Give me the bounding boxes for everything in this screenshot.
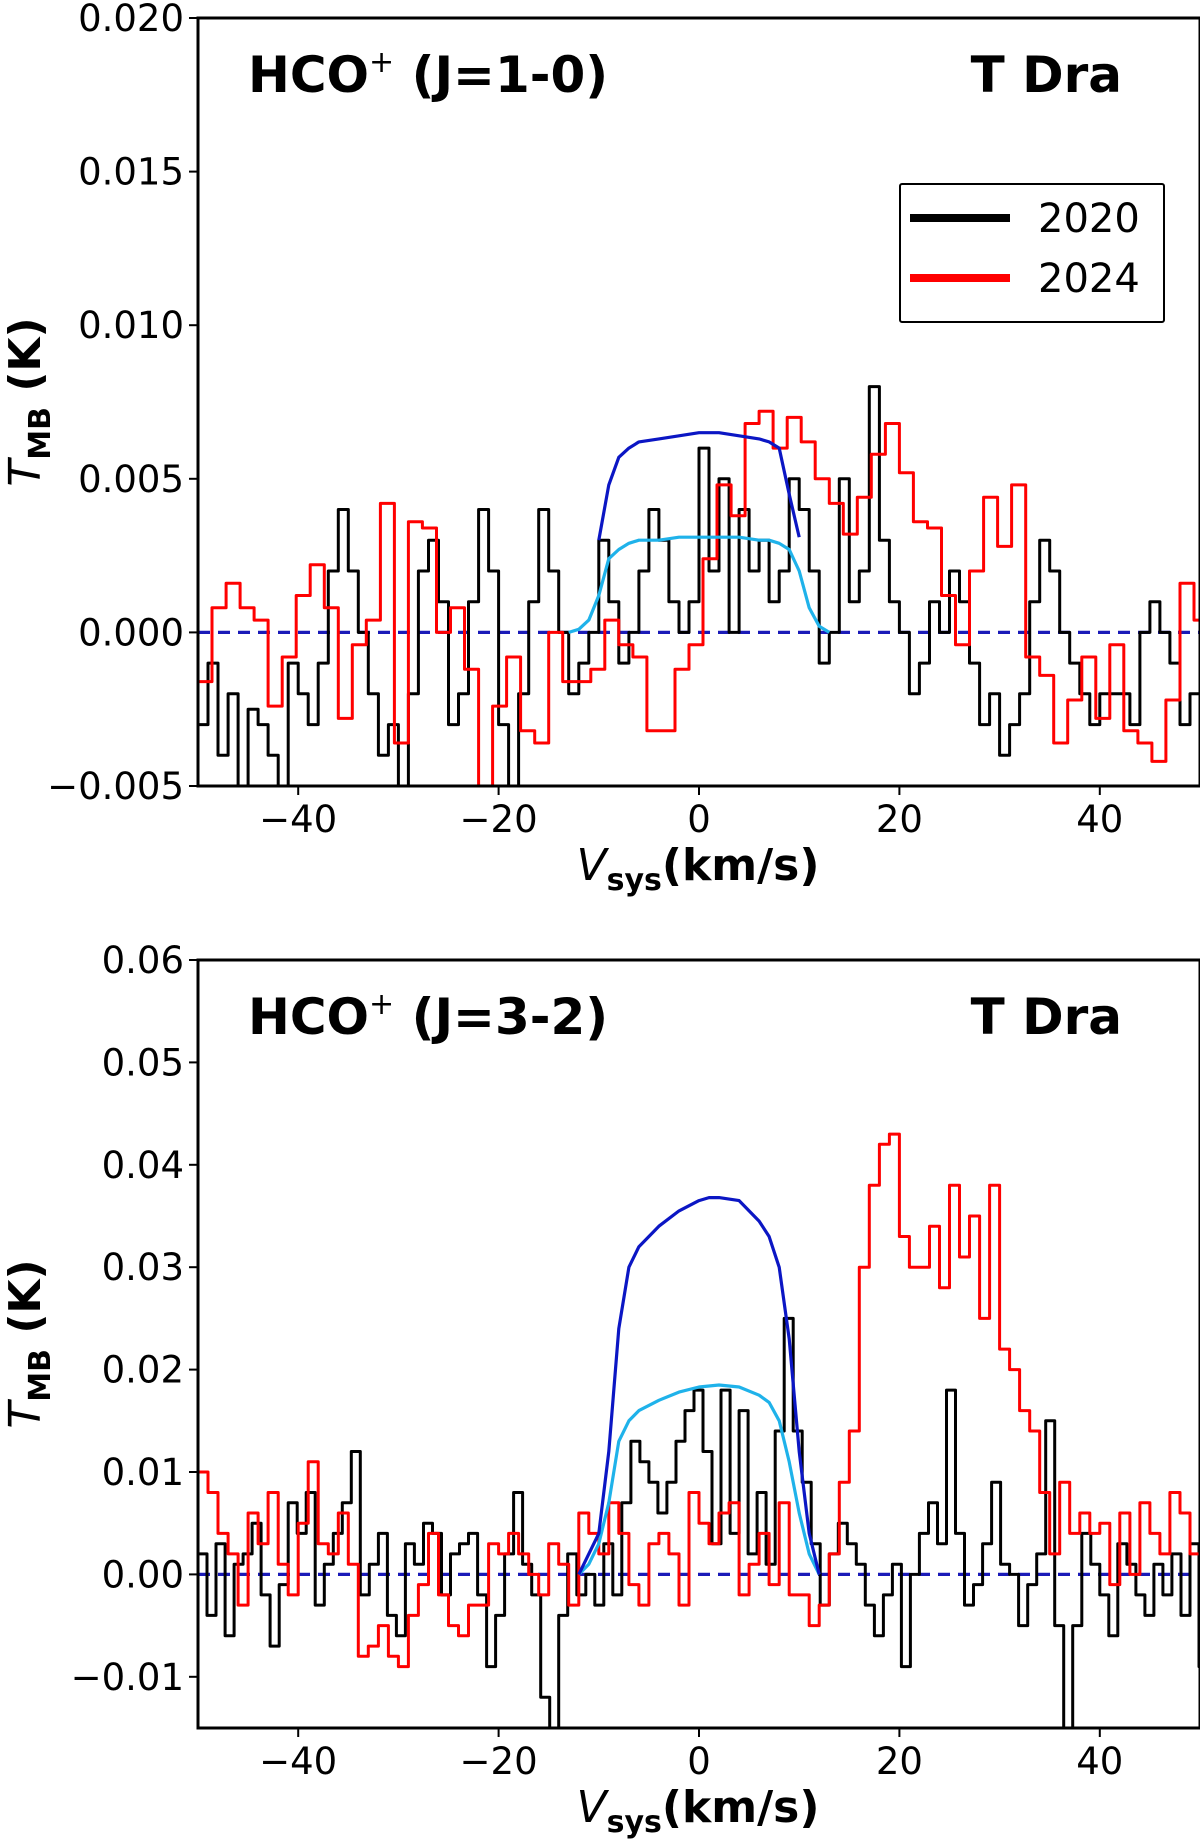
legend: 2020 2024 xyxy=(899,183,1165,323)
y-tick-label: 0.00 xyxy=(102,1553,184,1596)
x-tick-label: −20 xyxy=(460,798,538,841)
x-tick-label: −20 xyxy=(460,1740,538,1783)
x-tick-label: −40 xyxy=(259,1740,337,1783)
y-tick-label: 0.015 xyxy=(78,151,184,194)
x-tick-label: 40 xyxy=(1076,798,1123,841)
x-tick-label: 0 xyxy=(687,1740,711,1783)
y-tick-label: 0.06 xyxy=(102,939,184,982)
x-tick-label: 0 xyxy=(687,798,711,841)
x-axis-label: Vsys(km/s) xyxy=(577,840,820,898)
object-annotation: T Dra xyxy=(971,988,1122,1046)
panel-hco-3-2: −40 −20 0 20 40 −0.01 0.00 0.01 0.02 0.03 0.04 0.05… xyxy=(0,939,1200,1840)
x-tick-label: 20 xyxy=(876,1740,923,1783)
plot-frame xyxy=(196,958,1200,1730)
x-tick-label: 20 xyxy=(876,798,923,841)
x-tick-label: −40 xyxy=(259,798,337,841)
transition-annotation: HCO+ (J=1-0) xyxy=(248,45,608,104)
series-2024-line xyxy=(198,1132,1200,1669)
series-model-high-line xyxy=(577,1196,821,1576)
series-2024-line xyxy=(198,409,1200,786)
object-annotation: T Dra xyxy=(971,46,1122,104)
y-tick-label: 0.000 xyxy=(78,611,184,654)
transition-annotation: HCO+ (J=3-2) xyxy=(248,987,608,1046)
y-axis-label: TMB (K) xyxy=(0,1259,58,1428)
y-tick-label: −0.01 xyxy=(71,1656,184,1699)
series-2020-line xyxy=(198,1316,1200,1728)
y-tick-label: 0.01 xyxy=(102,1451,184,1494)
y-tick-label: 0.020 xyxy=(78,0,184,40)
y-tick-label: 0.02 xyxy=(102,1349,184,1392)
y-tick-label: 0.04 xyxy=(102,1144,184,1187)
series-model-high-line xyxy=(597,431,801,541)
y-tick-label: 0.05 xyxy=(102,1041,184,1084)
series-model-low-line xyxy=(577,1383,821,1576)
y-tick-label: −0.005 xyxy=(47,765,184,808)
series-model-low-line xyxy=(568,535,831,634)
legend-label-2020: 2020 xyxy=(1038,196,1140,242)
panel-hco-1-0: −40 −20 0 20 40 −0.005 0.000 0.005 0.010 0.015 0.0… xyxy=(0,0,1200,898)
x-tick-label: 40 xyxy=(1076,1740,1123,1783)
series-2020-line xyxy=(198,385,1200,786)
legend-label-2024: 2024 xyxy=(1038,256,1140,302)
plot-frame xyxy=(196,16,1200,788)
y-axis-label: TMB (K) xyxy=(0,317,58,486)
y-tick-label: 0.03 xyxy=(102,1246,184,1289)
y-tick-label: 0.005 xyxy=(78,458,184,501)
x-axis-label: Vsys(km/s) xyxy=(577,1782,820,1840)
y-tick-label: 0.010 xyxy=(78,304,184,347)
